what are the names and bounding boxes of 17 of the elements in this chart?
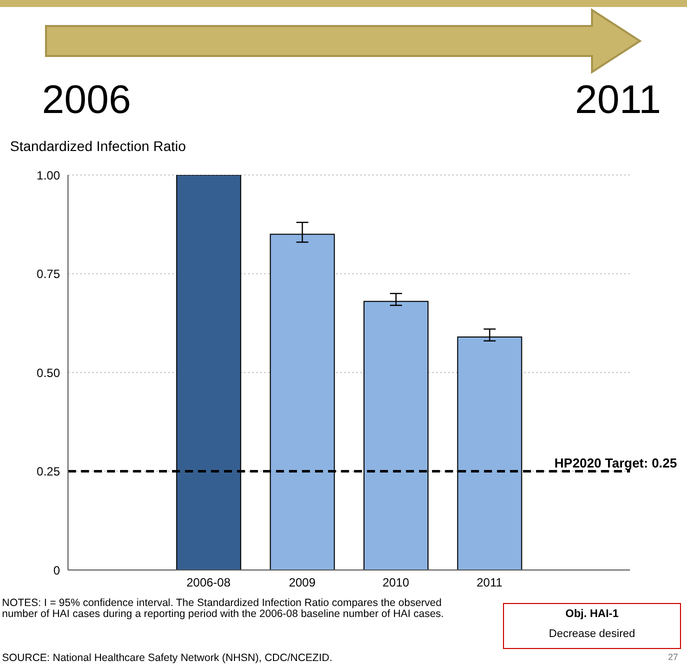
source-note: SOURCE: National Healthcare Safety Network (NHSN), CDC/NCEZID. bbox=[2, 652, 332, 664]
y-tick-label: 0.50 bbox=[36, 366, 60, 380]
text: NOTES: I = 95% confidence interval. The Standardized Infection Ratio compares the observed number of HAI cases during a reporting period with the 2006-08 baseline number of HAI cases. bbox=[2, 597, 445, 620]
outlined-box: Obj. HAI-1 Decrease desired bbox=[503, 603, 681, 649]
text: 2011 bbox=[575, 78, 662, 123]
x-tick-label: 2010 bbox=[382, 576, 410, 590]
ref-line-label: HP2020 Target: 0.25 bbox=[554, 455, 677, 470]
x-tick-label: 2006-08 bbox=[186, 576, 231, 590]
y-tick-label: 0.25 bbox=[36, 464, 60, 479]
y-axis-title: Standardized Infection Ratio bbox=[10, 138, 186, 154]
x-tick-label: 2011 bbox=[476, 576, 503, 590]
text: 2006 bbox=[42, 78, 131, 123]
y-tick-label: 0 bbox=[53, 563, 60, 578]
x-tick-label: 2009 bbox=[288, 576, 316, 590]
y-tick-label: 0.75 bbox=[36, 267, 60, 282]
y-tick-label: 1.00 bbox=[36, 168, 60, 182]
text: 27 bbox=[668, 652, 678, 662]
